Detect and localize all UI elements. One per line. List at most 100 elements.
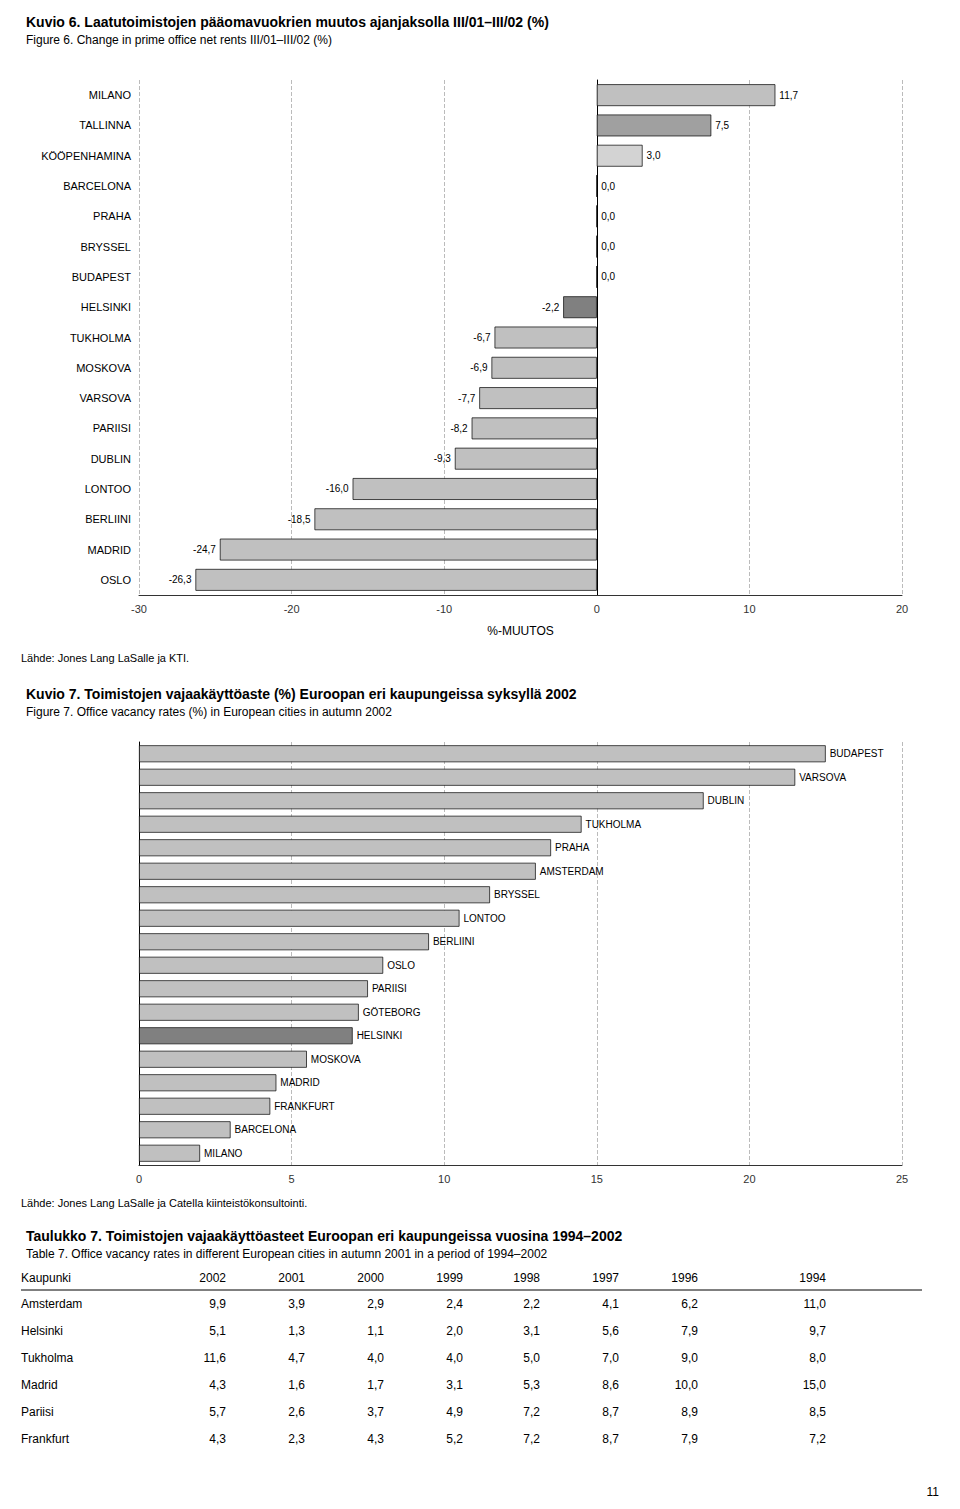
svg-text:TUKHOLMA: TUKHOLMA [70,332,132,344]
svg-text:BUDAPEST: BUDAPEST [830,748,884,759]
svg-text:1,6: 1,6 [288,1378,305,1392]
svg-text:Pariisi: Pariisi [21,1405,54,1419]
svg-text:MILANO: MILANO [89,89,132,101]
svg-text:-30: -30 [131,603,147,615]
svg-text:Lähde: Jones Lang LaSalle ja K: Lähde: Jones Lang LaSalle ja KTI. [21,652,189,664]
svg-text:10: 10 [743,603,755,615]
svg-text:-16,0: -16,0 [326,483,349,494]
svg-text:2001: 2001 [278,1271,305,1285]
svg-text:11,0: 11,0 [804,1297,827,1311]
svg-text:3,9: 3,9 [288,1297,305,1311]
svg-text:OSLO: OSLO [387,960,415,971]
svg-text:-2,2: -2,2 [542,302,560,313]
svg-text:Table 7. Office vacancy rates: Table 7. Office vacancy rates in differe… [26,1247,548,1261]
svg-text:5,0: 5,0 [523,1351,540,1365]
svg-text:11,7: 11,7 [779,90,798,101]
svg-text:VARSOVA: VARSOVA [799,772,846,783]
svg-text:2002: 2002 [199,1271,226,1285]
svg-text:LONTOO: LONTOO [463,913,505,924]
svg-text:BERLIINI: BERLIINI [85,513,131,525]
svg-text:4,1: 4,1 [602,1297,619,1311]
svg-text:Madrid: Madrid [21,1378,58,1392]
svg-text:0,0: 0,0 [601,241,615,252]
svg-text:Kaupunki: Kaupunki [21,1271,71,1285]
svg-text:7,0: 7,0 [602,1351,619,1365]
svg-text:4,3: 4,3 [209,1378,226,1392]
svg-text:5,6: 5,6 [602,1324,619,1338]
svg-text:-9,3: -9,3 [434,453,452,464]
svg-text:1,7: 1,7 [367,1378,384,1392]
svg-text:MOSKOVA: MOSKOVA [76,362,131,374]
svg-text:3,0: 3,0 [647,150,661,161]
svg-text:1996: 1996 [671,1271,698,1285]
svg-text:HELSINKI: HELSINKI [81,301,131,313]
svg-text:20: 20 [896,603,908,615]
svg-text:0,0: 0,0 [601,211,615,222]
svg-text:10: 10 [438,1173,450,1185]
svg-text:0: 0 [136,1173,142,1185]
svg-text:2,3: 2,3 [288,1432,305,1446]
svg-text:-10: -10 [436,603,452,615]
svg-text:5,1: 5,1 [209,1324,226,1338]
svg-text:7,5: 7,5 [715,120,729,131]
svg-text:PARIISI: PARIISI [93,422,131,434]
svg-text:OSLO: OSLO [100,574,131,586]
svg-text:3,1: 3,1 [523,1324,540,1338]
svg-text:5: 5 [289,1173,295,1185]
svg-text:TALLINNA: TALLINNA [79,119,131,131]
svg-text:2,0: 2,0 [446,1324,463,1338]
svg-text:Helsinki: Helsinki [21,1324,63,1338]
svg-text:KÖÖPENHAMINA: KÖÖPENHAMINA [41,150,132,162]
svg-text:15,0: 15,0 [803,1378,827,1392]
svg-text:-20: -20 [284,603,300,615]
svg-text:-6,9: -6,9 [470,362,488,373]
svg-text:PRAHA: PRAHA [555,842,590,853]
svg-text:8,7: 8,7 [602,1432,619,1446]
svg-text:9,0: 9,0 [681,1351,698,1365]
svg-text:Taulukko 7. Toimistojen vajaak: Taulukko 7. Toimistojen vajaakäyttöastee… [26,1228,622,1244]
svg-text:-26,3: -26,3 [169,574,192,585]
svg-text:-6,7: -6,7 [473,332,491,343]
svg-text:LONTOO: LONTOO [85,483,132,495]
svg-text:Amsterdam: Amsterdam [21,1297,82,1311]
svg-text:2,6: 2,6 [288,1405,305,1419]
svg-text:4,0: 4,0 [446,1351,463,1365]
svg-text:7,2: 7,2 [523,1405,540,1419]
svg-text:BRYSSEL: BRYSSEL [494,889,540,900]
svg-text:Frankfurt: Frankfurt [21,1432,70,1446]
svg-text:0,0: 0,0 [601,181,615,192]
svg-text:PARIISI: PARIISI [372,983,407,994]
svg-text:1999: 1999 [436,1271,463,1285]
svg-text:11: 11 [927,1485,940,1499]
svg-text:MILANO: MILANO [204,1148,243,1159]
svg-text:1,3: 1,3 [288,1324,305,1338]
svg-text:9,7: 9,7 [809,1324,826,1338]
svg-text:5,2: 5,2 [446,1432,463,1446]
svg-text:DUBLIN: DUBLIN [91,453,131,465]
svg-text:Figure 7. Office vacancy rates: Figure 7. Office vacancy rates (%) in Eu… [26,705,392,719]
svg-text:MADRID: MADRID [280,1077,319,1088]
svg-text:DUBLIN: DUBLIN [708,795,745,806]
svg-text:2000: 2000 [357,1271,384,1285]
svg-text:5,7: 5,7 [209,1405,226,1419]
svg-text:20: 20 [743,1173,755,1185]
svg-text:2,2: 2,2 [523,1297,540,1311]
svg-text:7,9: 7,9 [681,1324,698,1338]
svg-text:7,9: 7,9 [681,1432,698,1446]
svg-text:4,0: 4,0 [367,1351,384,1365]
svg-text:6,2: 6,2 [681,1297,698,1311]
svg-text:-8,2: -8,2 [450,423,468,434]
svg-text:1998: 1998 [513,1271,540,1285]
svg-text:BARCELONA: BARCELONA [63,180,132,192]
svg-text:TUKHOLMA: TUKHOLMA [586,819,642,830]
svg-text:-18,5: -18,5 [288,514,311,525]
svg-text:1994: 1994 [799,1271,826,1285]
svg-text:4,9: 4,9 [446,1405,463,1419]
svg-text:GÖTEBORG: GÖTEBORG [363,1007,421,1018]
svg-text:2,4: 2,4 [446,1297,463,1311]
svg-text:Figure 6. Change in prime offi: Figure 6. Change in prime office net ren… [26,33,332,47]
svg-text:7,2: 7,2 [809,1432,826,1446]
svg-text:5,3: 5,3 [523,1378,540,1392]
svg-text:4,7: 4,7 [288,1351,305,1365]
svg-text:3,7: 3,7 [367,1405,384,1419]
